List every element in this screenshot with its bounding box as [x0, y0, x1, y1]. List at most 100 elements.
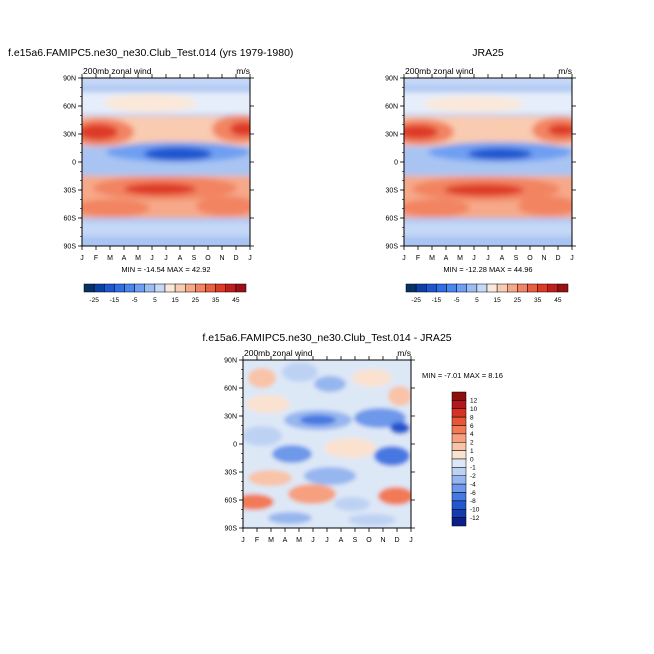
colorbar-swatch — [205, 283, 216, 293]
colorbar-swatch — [451, 500, 467, 510]
colorbar-label: 12 — [470, 398, 478, 405]
x-tick-label: J — [402, 255, 406, 262]
x-tick-label: N — [219, 255, 224, 262]
y-tick-label: 30S — [64, 188, 77, 195]
x-tick-label: J — [150, 255, 154, 262]
x-tick-label: S — [514, 255, 519, 262]
colorbar-label: 0 — [470, 456, 474, 463]
x-tick-label: A — [339, 537, 344, 544]
colorbar-swatch — [174, 283, 186, 293]
colorbar-label: -25 — [89, 297, 99, 304]
colorbar-label: 45 — [232, 297, 240, 304]
colorbar-swatch — [451, 467, 467, 476]
colorbar-swatch — [225, 283, 237, 293]
y-tick-label: 30S — [386, 188, 399, 195]
panel-model-field — [82, 78, 250, 246]
y-tick-label: 0 — [72, 160, 76, 167]
colorbar-swatch — [486, 283, 498, 293]
x-tick-label: M — [296, 537, 302, 544]
x-tick-label: S — [192, 255, 197, 262]
x-tick-label: S — [353, 537, 358, 544]
colorbar-swatch — [104, 283, 115, 293]
colorbar-swatch — [451, 458, 467, 468]
x-tick-label: A — [500, 255, 505, 262]
y-tick-label: 60S — [225, 498, 238, 505]
panel-diff-field — [243, 360, 411, 528]
colorbar-swatch — [451, 408, 467, 418]
colorbar-swatch — [451, 483, 467, 493]
colorbar-swatch — [144, 283, 156, 293]
x-tick-label: D — [555, 255, 560, 262]
x-tick-label: N — [380, 537, 385, 544]
panel-diff-title: f.e15a6.FAMIPC5.ne30_ne30.Club_Test.014 … — [202, 332, 451, 344]
colorbar-label: -5 — [132, 297, 138, 304]
x-tick-label: M — [107, 255, 113, 262]
colorbar-label: 8 — [470, 414, 474, 421]
x-tick-label: J — [248, 255, 252, 262]
colorbar-swatch — [451, 400, 467, 409]
colorbar-swatch — [215, 283, 226, 293]
x-tick-label: M — [457, 255, 463, 262]
colorbar-label: 5 — [153, 297, 157, 304]
colorbar-label: -10 — [470, 507, 480, 514]
x-tick-label: J — [311, 537, 315, 544]
colorbar-label: -12 — [470, 515, 480, 522]
colorbar-swatch — [476, 283, 488, 293]
x-tick-label: M — [135, 255, 141, 262]
colorbar-label: -2 — [470, 473, 476, 480]
colorbar-swatch — [451, 425, 467, 435]
y-tick-label: 90S — [386, 244, 399, 251]
y-tick-label: 90S — [225, 526, 238, 533]
panel-model: f.e15a6.FAMIPC5.ne30_ne30.Club_Test.014 … — [8, 47, 293, 274]
panel-diff: f.e15a6.FAMIPC5.ne30_ne30.Club_Test.014 … — [202, 332, 503, 544]
colorbar-abs-left: -25 -15 -5 5 15 25 35 45 — [83, 283, 247, 304]
x-tick-label: A — [444, 255, 449, 262]
x-tick-label: A — [178, 255, 183, 262]
panel-jra25-field — [404, 78, 572, 246]
colorbar-label: 45 — [554, 297, 562, 304]
colorbar-label: 1 — [470, 448, 474, 455]
x-tick-label: D — [233, 255, 238, 262]
colorbar-label: -6 — [470, 490, 476, 497]
colorbar-label: -5 — [454, 297, 460, 304]
y-tick-label: 0 — [233, 442, 237, 449]
panel-jra25-title: JRA25 — [472, 47, 504, 59]
panel-diff-yticks: 90N 60N 30N 0 30S 60S 90S — [224, 358, 415, 533]
colorbar-swatch — [451, 442, 467, 451]
panel-model-title: f.e15a6.FAMIPC5.ne30_ne30.Club_Test.014 … — [8, 47, 293, 59]
colorbar-swatch — [451, 416, 467, 426]
colorbar-swatch — [451, 391, 467, 401]
colorbar-swatch — [451, 450, 467, 460]
x-tick-label: J — [409, 537, 413, 544]
y-tick-label: 0 — [394, 160, 398, 167]
colorbar-swatch — [154, 283, 166, 293]
colorbar-label: -25 — [411, 297, 421, 304]
x-tick-label: M — [429, 255, 435, 262]
y-tick-label: 90N — [63, 76, 76, 83]
colorbar-abs-right: -25 -15 -5 5 15 25 35 45 — [405, 283, 569, 304]
y-tick-label: 60S — [386, 216, 399, 223]
colorbar-swatch — [507, 283, 518, 293]
x-tick-label: J — [80, 255, 84, 262]
y-tick-label: 60N — [63, 104, 76, 111]
colorbar-swatch — [496, 283, 508, 293]
colorbar-label: -8 — [470, 498, 476, 505]
colorbar-swatch — [195, 283, 206, 293]
y-tick-label: 90S — [64, 244, 77, 251]
colorbar-swatch — [134, 283, 145, 293]
colorbar-label: 35 — [534, 297, 542, 304]
colorbar-swatch — [557, 283, 569, 293]
colorbar-swatch — [426, 283, 437, 293]
y-tick-label: 30N — [224, 414, 237, 421]
colorbar-label: 25 — [192, 297, 200, 304]
colorbar-label: -15 — [432, 297, 442, 304]
colorbar-swatch — [451, 492, 467, 502]
panel-jra25-subtitle: 200mb zonal wind — [405, 66, 474, 76]
panel-jra25-yticks: 90N 60N 30N 0 30S 60S 90S — [385, 76, 576, 251]
colorbar-swatch — [124, 283, 135, 293]
x-tick-label: F — [255, 537, 259, 544]
